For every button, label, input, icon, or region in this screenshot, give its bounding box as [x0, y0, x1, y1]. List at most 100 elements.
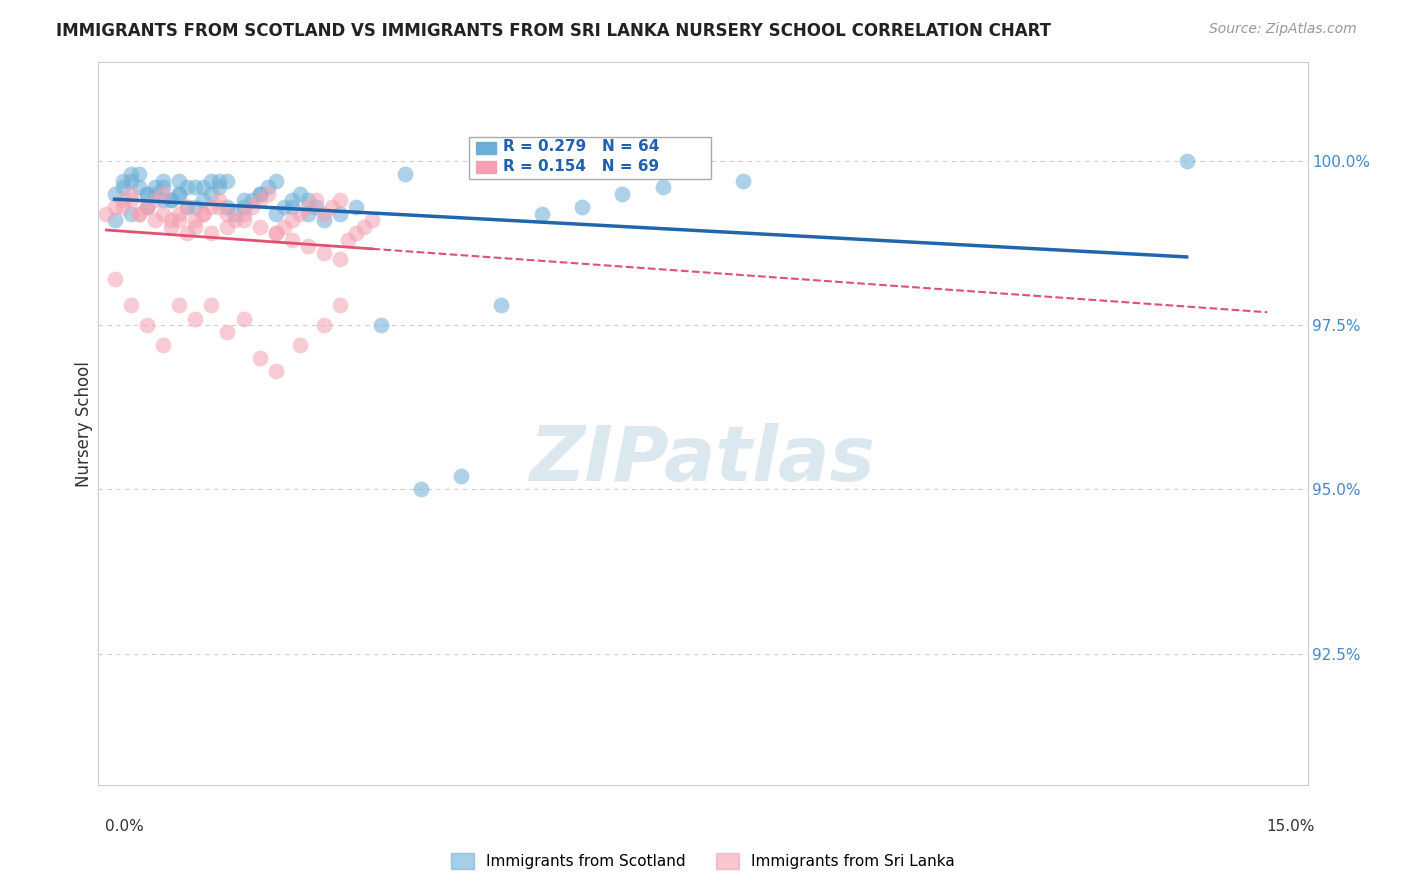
Point [329, 206, 352, 220]
Point [370, 318, 392, 333]
Point [167, 186, 190, 201]
Point [249, 194, 271, 208]
Point [314, 318, 336, 333]
Point [135, 318, 157, 333]
Point [200, 200, 222, 214]
Bar [475, 161, 496, 173]
Point [232, 194, 254, 208]
Point [530, 206, 553, 220]
Text: 15.0%: 15.0% [1267, 820, 1315, 834]
Point [281, 233, 304, 247]
Point [612, 186, 634, 201]
Point [256, 180, 278, 194]
Point [184, 213, 207, 227]
Point [184, 180, 207, 194]
Point [193, 180, 215, 194]
Point [297, 194, 319, 208]
Point [733, 174, 755, 188]
Point [111, 200, 134, 214]
Point [200, 174, 222, 188]
Y-axis label: Nursery School: Nursery School [75, 360, 93, 487]
Point [111, 180, 134, 194]
Point [264, 226, 287, 240]
Point [160, 194, 183, 208]
Point [361, 213, 384, 227]
Point [288, 206, 311, 220]
Point [135, 200, 157, 214]
Point [160, 213, 183, 227]
Bar [475, 142, 496, 153]
Point [184, 200, 207, 214]
Point [232, 200, 254, 214]
Point [281, 200, 304, 214]
Point [167, 186, 190, 201]
Point [193, 194, 215, 208]
Point [135, 200, 157, 214]
Point [128, 180, 150, 194]
Point [217, 174, 239, 188]
Text: ZIPatlas: ZIPatlas [530, 423, 876, 497]
Point [167, 174, 190, 188]
Point [232, 311, 254, 326]
Point [193, 206, 215, 220]
Point [103, 213, 125, 227]
Point [103, 272, 125, 286]
Point [167, 298, 190, 312]
Point [176, 200, 198, 214]
Point [256, 186, 278, 201]
Point [176, 180, 198, 194]
Point [305, 194, 328, 208]
Point [152, 180, 174, 194]
Point [232, 213, 254, 227]
Text: 0.0%: 0.0% [105, 820, 145, 834]
Point [103, 186, 125, 201]
Point [249, 186, 271, 201]
Point [217, 219, 239, 234]
Point [217, 206, 239, 220]
Point [281, 194, 304, 208]
Point [491, 298, 513, 312]
Point [143, 186, 166, 201]
Point [103, 200, 125, 214]
Point [240, 194, 263, 208]
Point [128, 206, 150, 220]
Text: R = 0.154   N = 69: R = 0.154 N = 69 [503, 159, 659, 174]
Point [160, 194, 183, 208]
Text: IMMIGRANTS FROM SCOTLAND VS IMMIGRANTS FROM SRI LANKA NURSERY SCHOOL CORRELATION: IMMIGRANTS FROM SCOTLAND VS IMMIGRANTS F… [56, 22, 1052, 40]
Point [217, 325, 239, 339]
Point [217, 200, 239, 214]
Text: Source: ZipAtlas.com: Source: ZipAtlas.com [1209, 22, 1357, 37]
Point [264, 364, 287, 378]
Point [120, 174, 142, 188]
Point [281, 213, 304, 227]
Point [167, 213, 190, 227]
FancyBboxPatch shape [470, 136, 711, 179]
Point [208, 180, 231, 194]
Point [344, 226, 367, 240]
Point [135, 186, 157, 201]
Point [651, 180, 673, 194]
Point [143, 213, 166, 227]
Point [297, 200, 319, 214]
Point [176, 200, 198, 214]
Point [111, 194, 134, 208]
Point [152, 194, 174, 208]
Point [143, 194, 166, 208]
Point [167, 206, 190, 220]
Point [249, 219, 271, 234]
Point [120, 206, 142, 220]
Point [314, 206, 336, 220]
Point [160, 219, 183, 234]
Point [120, 186, 142, 201]
Point [1175, 153, 1198, 168]
Point [264, 226, 287, 240]
Point [337, 233, 360, 247]
Point [288, 338, 311, 352]
Point [240, 200, 263, 214]
Point [321, 200, 343, 214]
Point [450, 469, 472, 483]
Point [344, 200, 367, 214]
Point [273, 219, 295, 234]
Point [273, 200, 295, 214]
Point [249, 351, 271, 365]
